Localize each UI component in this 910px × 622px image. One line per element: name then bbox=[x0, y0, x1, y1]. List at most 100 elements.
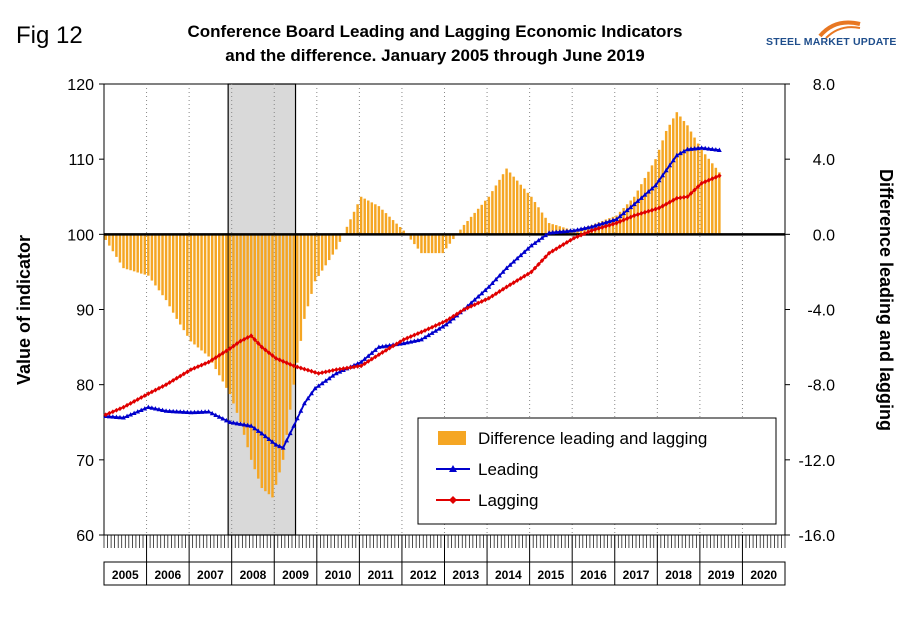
leading-point bbox=[447, 318, 453, 324]
leading-point bbox=[692, 146, 697, 151]
leading-point bbox=[326, 375, 332, 381]
leading-point bbox=[216, 414, 222, 419]
difference-bar bbox=[232, 234, 235, 404]
lagging-point bbox=[160, 384, 165, 389]
leading-point bbox=[436, 326, 442, 331]
lagging-point bbox=[490, 293, 495, 299]
difference-bar bbox=[452, 234, 455, 240]
leading-point bbox=[199, 409, 204, 414]
difference-bar bbox=[264, 234, 267, 492]
lagging-point bbox=[440, 319, 445, 325]
leading-point bbox=[539, 235, 545, 240]
difference-bar bbox=[462, 224, 466, 235]
difference-bar bbox=[427, 234, 430, 254]
leading-point bbox=[380, 343, 385, 349]
lagging-point bbox=[394, 341, 399, 347]
lagging-point bbox=[422, 328, 428, 333]
difference-bar bbox=[398, 227, 402, 235]
leading-point bbox=[497, 273, 502, 278]
lagging-point bbox=[270, 353, 275, 358]
legend-marker-leading bbox=[449, 465, 457, 472]
leading-point bbox=[649, 186, 655, 191]
lagging-point bbox=[103, 412, 108, 418]
lagging-point bbox=[546, 250, 552, 256]
leading-point bbox=[213, 412, 219, 418]
leading-point bbox=[330, 373, 336, 378]
lagging-point bbox=[323, 369, 328, 375]
leading-point bbox=[277, 443, 282, 449]
difference-bar bbox=[718, 172, 721, 235]
leading-point bbox=[404, 339, 410, 345]
lagging-point bbox=[252, 337, 257, 342]
leading-point bbox=[631, 201, 637, 207]
lagging-point bbox=[639, 210, 644, 216]
y-left-tick-label: 60 bbox=[76, 528, 94, 545]
difference-bar bbox=[714, 167, 718, 235]
lagging-point bbox=[124, 402, 130, 408]
lagging-point bbox=[713, 174, 719, 180]
y-right-tick-label: 0.0 bbox=[813, 227, 835, 244]
lagging-point bbox=[660, 203, 665, 209]
difference-bar bbox=[115, 234, 118, 257]
lagging-point bbox=[681, 194, 687, 200]
difference-bar bbox=[689, 131, 693, 235]
x-year-label: 2007 bbox=[197, 568, 224, 582]
leading-point bbox=[309, 390, 314, 396]
lagging-point bbox=[280, 358, 286, 364]
x-year-label: 2011 bbox=[368, 568, 394, 582]
difference-bar bbox=[377, 206, 381, 235]
leading-point bbox=[372, 347, 378, 352]
lagging-point bbox=[312, 369, 318, 375]
difference-bar bbox=[168, 234, 171, 307]
x-year-label: 2009 bbox=[282, 568, 309, 582]
leading-point bbox=[716, 147, 722, 152]
leading-point bbox=[543, 232, 548, 238]
difference-bar bbox=[200, 234, 203, 351]
lagging-point bbox=[256, 340, 261, 346]
difference-bar bbox=[448, 234, 452, 244]
leading-point bbox=[153, 406, 158, 411]
lagging-point bbox=[465, 305, 470, 311]
leading-point bbox=[617, 213, 623, 219]
x-year-label: 2017 bbox=[623, 568, 650, 582]
y-right-label: Difference leading and lagging bbox=[876, 169, 896, 431]
lagging-point bbox=[302, 366, 307, 372]
difference-bar bbox=[140, 234, 143, 274]
leading-point bbox=[681, 148, 687, 154]
lagging-point bbox=[582, 231, 587, 236]
legend-label-leading: Leading bbox=[478, 460, 539, 479]
lagging-point bbox=[667, 199, 672, 205]
leading-point bbox=[128, 412, 134, 417]
difference-bar bbox=[494, 185, 498, 235]
difference-bar bbox=[540, 212, 544, 235]
difference-bar bbox=[143, 234, 147, 275]
leading-point bbox=[181, 409, 187, 414]
leading-point bbox=[106, 413, 112, 419]
leading-point bbox=[408, 339, 414, 344]
leading-point bbox=[383, 343, 389, 348]
leading-point bbox=[316, 383, 321, 388]
lagging-point bbox=[149, 389, 155, 395]
leading-point bbox=[638, 195, 644, 200]
difference-bar bbox=[356, 204, 359, 235]
leading-point bbox=[578, 226, 584, 231]
lagging-point bbox=[539, 258, 545, 264]
difference-bar bbox=[441, 234, 444, 254]
difference-bar bbox=[505, 168, 508, 235]
lagging-point bbox=[277, 357, 282, 363]
difference-bar bbox=[196, 234, 200, 348]
leading-point bbox=[156, 406, 162, 412]
lagging-point bbox=[401, 337, 406, 342]
difference-bar bbox=[203, 234, 207, 354]
difference-bar bbox=[260, 234, 264, 489]
difference-bar bbox=[523, 188, 526, 235]
leading-point bbox=[255, 428, 261, 433]
leading-point bbox=[184, 409, 190, 415]
lagging-point bbox=[444, 318, 449, 324]
chart-title-line2: and the difference. January 2005 through… bbox=[225, 46, 645, 65]
difference-bar bbox=[147, 234, 150, 276]
difference-bar bbox=[136, 234, 139, 273]
lagging-point bbox=[600, 224, 605, 230]
difference-bar bbox=[317, 234, 320, 277]
leading-point bbox=[493, 276, 499, 282]
